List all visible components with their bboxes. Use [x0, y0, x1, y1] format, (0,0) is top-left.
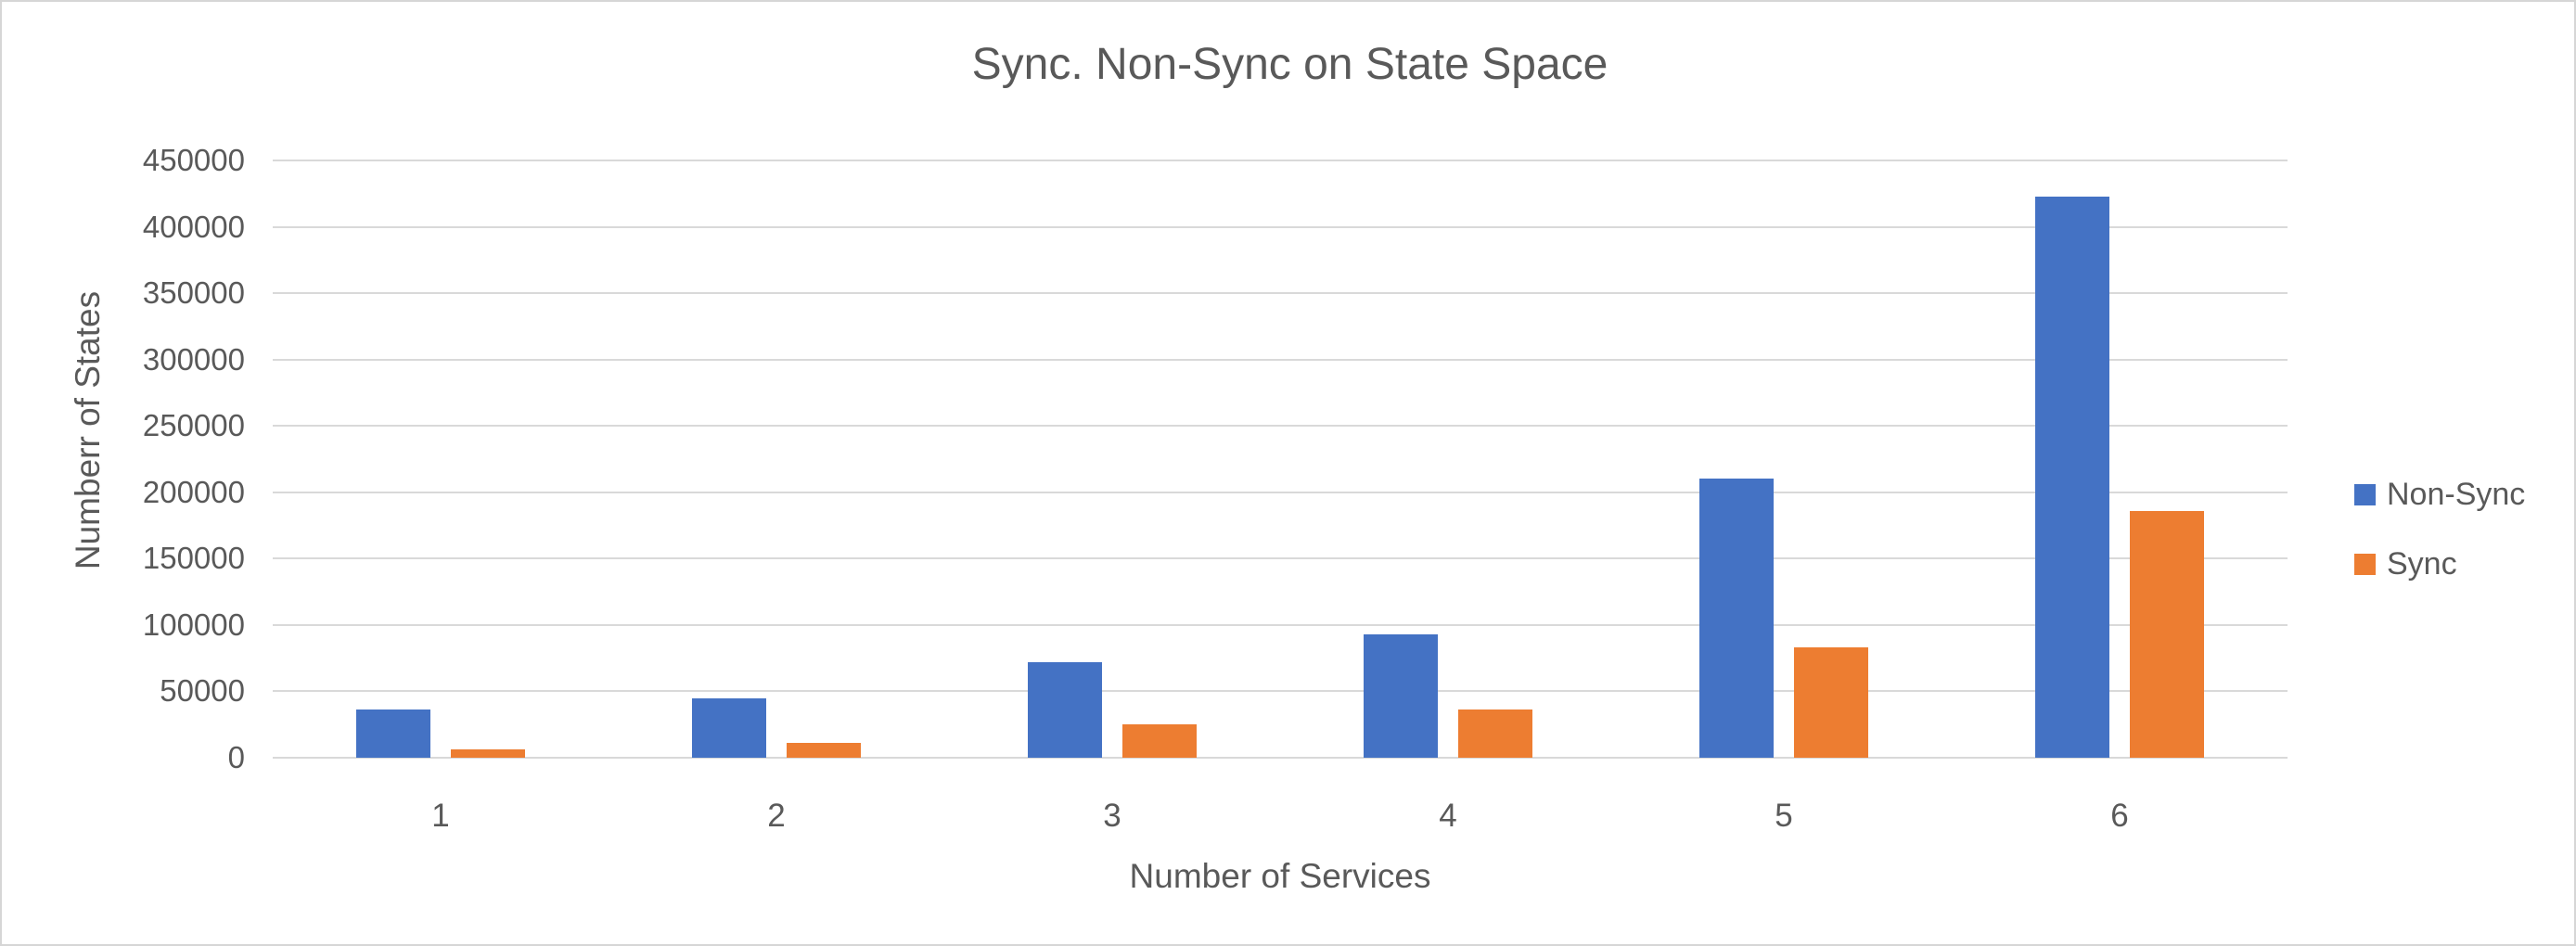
y-tick-label: 400000 [142, 209, 245, 244]
bar-non-sync-5 [1699, 479, 1774, 758]
legend-label: Sync [2387, 545, 2457, 582]
legend-label: Non-Sync [2387, 476, 2526, 512]
legend-swatch-sync [2354, 553, 2376, 575]
y-tick-label: 250000 [142, 408, 245, 443]
y-tick-label: 450000 [142, 143, 245, 177]
gridline [273, 623, 2288, 626]
x-tick-label: 3 [1103, 798, 1121, 834]
x-tick-label: 2 [767, 798, 786, 834]
y-tick-label: 50000 [160, 673, 245, 709]
bar-sync-2 [787, 742, 861, 758]
y-tick-label: 200000 [142, 474, 245, 509]
gridline [273, 160, 2288, 161]
bar-non-sync-3 [1028, 661, 1102, 758]
x-tick-label: 1 [431, 798, 450, 834]
x-tick-label: 6 [2110, 798, 2129, 834]
chart-title: Sync. Non-Sync on State Space [971, 40, 1608, 89]
y-tick-label: 350000 [142, 275, 245, 311]
gridline [273, 690, 2288, 693]
y-tick-label: 150000 [142, 541, 245, 576]
legend-item-sync: Sync [2354, 545, 2457, 582]
legend-swatch-non-sync [2354, 483, 2376, 505]
gridline [273, 292, 2288, 295]
bar-non-sync-6 [2035, 196, 2109, 758]
gridline [273, 557, 2288, 560]
legend-item-non-sync: Non-Sync [2354, 476, 2526, 512]
bar-sync-5 [1794, 647, 1868, 758]
gridline [273, 225, 2288, 228]
x-tick-label: 4 [1439, 798, 1457, 834]
x-axis-title: Number of Services [1129, 857, 1431, 895]
gridline [273, 425, 2288, 428]
y-tick-label: 0 [227, 740, 245, 774]
gridline [273, 358, 2288, 361]
bar-non-sync-4 [1364, 633, 1438, 758]
y-tick-label: 300000 [142, 341, 245, 377]
x-tick-label: 5 [1775, 798, 1793, 834]
bar-sync-1 [451, 749, 525, 758]
bar-sync-6 [2130, 510, 2204, 758]
y-tick-label: 100000 [142, 607, 245, 642]
gridline [273, 491, 2288, 493]
bar-non-sync-1 [356, 710, 430, 758]
bar-sync-4 [1458, 710, 1532, 758]
bar-non-sync-2 [692, 697, 766, 758]
bar-sync-3 [1122, 724, 1197, 758]
gridline [273, 757, 2288, 759]
